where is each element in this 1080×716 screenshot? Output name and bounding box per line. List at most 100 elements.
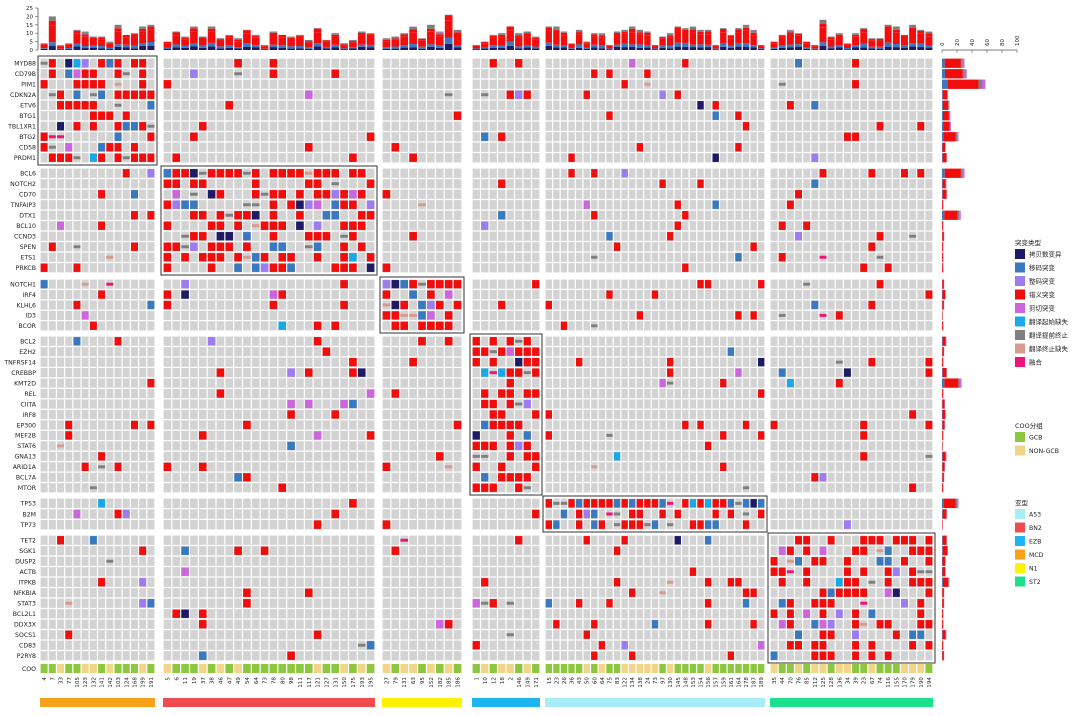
bg-cell: [481, 142, 489, 152]
bg-cell: [644, 430, 651, 441]
mutation-cell-missense: [481, 399, 489, 409]
bg-cell: [444, 399, 453, 409]
bg-cell: [674, 347, 681, 357]
bg-cell: [357, 378, 366, 388]
bg-cell: [98, 69, 106, 79]
bg-cell: [636, 132, 644, 142]
bg-cell: [65, 409, 73, 420]
bg-cell: [296, 472, 304, 482]
bg-cell: [852, 210, 860, 220]
bg-cell: [73, 310, 81, 320]
bg-cell: [750, 210, 757, 220]
mutation-cell-fusion: [606, 512, 613, 516]
bg-cell: [827, 451, 835, 461]
bg-cell: [296, 252, 304, 262]
bg-cell: [553, 263, 560, 273]
bg-cell: [382, 90, 391, 100]
bg-cell: [382, 100, 391, 110]
bg-cell: [322, 472, 331, 482]
bg-cell: [843, 242, 851, 252]
bg-cell: [73, 231, 81, 241]
bg-cell: [666, 179, 674, 189]
bg-cell: [852, 121, 860, 131]
bg-cell: [704, 179, 712, 189]
bg-cell: [391, 242, 400, 252]
bg-cell: [606, 121, 613, 131]
bg-cell: [925, 100, 933, 110]
bg-cell: [770, 252, 778, 262]
bg-cell: [444, 483, 453, 493]
bg-cell: [553, 336, 560, 346]
bg-cell: [613, 430, 621, 441]
bg-cell: [418, 290, 426, 300]
bg-cell: [260, 153, 269, 163]
bg-cell: [659, 79, 666, 89]
mutation-cell-missense: [190, 132, 198, 141]
bg-cell: [269, 451, 278, 461]
bg-cell: [57, 321, 65, 331]
bg-cell: [400, 357, 409, 367]
bg-cell: [621, 252, 628, 262]
bg-cell: [651, 378, 659, 388]
bg-cell: [666, 90, 674, 100]
bg-cell: [545, 90, 552, 100]
bg-cell: [190, 441, 198, 451]
bg-cell: [651, 472, 659, 482]
gene-label-b2m: B2M: [22, 511, 36, 518]
mutation-cell-frameshift: [727, 347, 735, 356]
bg-cell: [357, 252, 366, 262]
mutation-cell-nonsense: [225, 213, 234, 217]
bg-cell: [382, 210, 391, 220]
bg-cell: [795, 279, 802, 289]
bg-cell: [644, 472, 651, 482]
bg-cell: [65, 472, 73, 482]
gene-label-kmt2d: KMT2D: [14, 380, 36, 387]
bg-cell: [48, 336, 56, 346]
bg-cell: [803, 483, 811, 493]
mutation-cell-nonsense: [778, 313, 786, 317]
bg-cell: [727, 263, 735, 273]
bg-cell: [139, 100, 147, 110]
bg-cell: [674, 483, 681, 493]
bg-cell: [819, 368, 827, 378]
bg-cell: [917, 189, 925, 199]
bg-cell: [366, 399, 375, 409]
bg-cell: [409, 210, 417, 220]
bg-cell: [575, 462, 583, 472]
bg-cell: [57, 290, 65, 300]
bg-cell: [190, 409, 198, 420]
bg-cell: [65, 357, 73, 367]
bg-cell: [778, 231, 786, 241]
bg-cell: [243, 310, 251, 320]
bg-cell: [778, 100, 786, 110]
bg-cell: [198, 509, 207, 519]
bg-cell: [234, 121, 242, 131]
bg-cell: [489, 221, 497, 231]
bg-cell: [682, 347, 689, 357]
bg-cell: [40, 69, 48, 79]
bg-cell: [843, 252, 851, 262]
bg-cell: [357, 409, 366, 420]
bg-cell: [651, 263, 659, 273]
mutation-cell-missense: [357, 242, 366, 251]
mutation-cell-missense: [778, 221, 786, 230]
bg-cell: [651, 310, 659, 320]
bg-cell: [287, 321, 295, 331]
bg-cell: [803, 121, 811, 131]
bg-cell: [331, 483, 340, 493]
bg-cell: [65, 483, 73, 493]
bg-cell: [770, 121, 778, 131]
mutation-cell-missense: [489, 420, 497, 430]
mutation-cell-start_lost: [89, 153, 97, 162]
bg-cell: [357, 179, 366, 189]
mutation-cell-splice: [506, 347, 514, 356]
bg-cell: [163, 378, 172, 388]
bg-cell: [418, 420, 426, 430]
bg-cell: [453, 252, 462, 262]
mutation-cell-nonsense: [523, 486, 531, 490]
bg-cell: [876, 90, 884, 100]
bg-cell: [758, 231, 765, 241]
mutation-cell-missense: [515, 59, 523, 68]
bg-cell: [553, 300, 560, 310]
